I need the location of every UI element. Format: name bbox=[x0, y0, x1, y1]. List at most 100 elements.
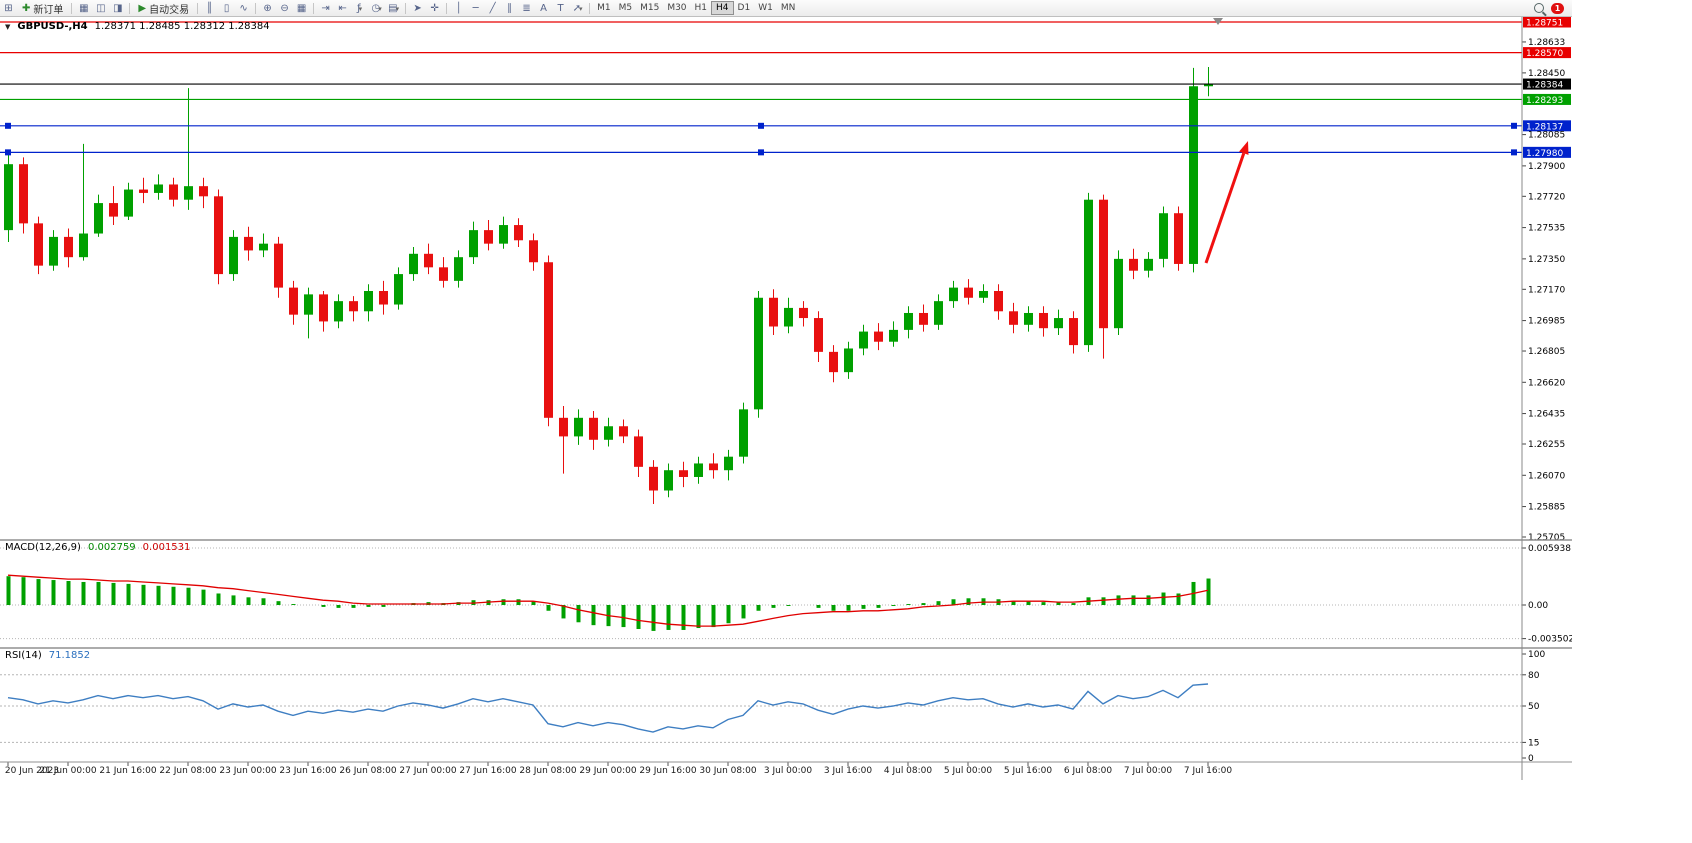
candlestick-chart-icon[interactable]: ▯ bbox=[223, 2, 230, 14]
channel-icon[interactable]: ∥ bbox=[507, 2, 513, 14]
price-box bbox=[1523, 120, 1571, 132]
timeframe-m1[interactable]: M1 bbox=[597, 3, 611, 13]
collapse-icon[interactable]: ▼ bbox=[5, 22, 11, 31]
line-selection-handle[interactable] bbox=[1511, 149, 1517, 156]
notification-badge[interactable]: 1 bbox=[1551, 2, 1564, 14]
timeframe-m5[interactable]: M5 bbox=[618, 3, 633, 13]
toolbar-separator bbox=[71, 2, 73, 14]
time-axis-label: 26 Jun 08:00 bbox=[339, 766, 396, 776]
buy-signal-arrow[interactable] bbox=[1204, 141, 1249, 264]
rsi-scale-label: 80 bbox=[1528, 671, 1540, 681]
toolbar-separator bbox=[129, 2, 131, 14]
timeframe-m30[interactable]: M30 bbox=[667, 3, 687, 13]
candle-body bbox=[274, 243, 283, 288]
line-selection-handle[interactable] bbox=[5, 122, 11, 129]
timeframe-h4[interactable]: H4 bbox=[711, 1, 734, 15]
price-tick-label: 1.26435 bbox=[1528, 410, 1565, 420]
rsi-scale-label: 15 bbox=[1528, 738, 1539, 748]
macd-panel-area[interactable] bbox=[0, 540, 1522, 648]
text-icon[interactable]: A bbox=[540, 2, 548, 14]
price-box bbox=[1523, 47, 1571, 59]
candle-body bbox=[79, 233, 88, 258]
candle-body bbox=[619, 426, 628, 437]
auto-scroll-icon[interactable]: ⇥ bbox=[321, 2, 330, 14]
toolbar-separator bbox=[197, 2, 199, 14]
price-tick-label: 1.27900 bbox=[1528, 162, 1565, 172]
main-toolbar: ⊞ ✚ 新订单 ▦ ◫ ◨ ▶ 自动交易 ║ ▯ ∿ ⊕ ⊖ ▦ ⇥ ⇤ ƒ▾ ◷▾ ▤▾ ➤ ✛ │ ─ ╱ ∥ ≣ A T ➚▾ M1… bbox=[0, 0, 1572, 17]
arrows-tool-icon[interactable]: ➚▾ bbox=[572, 2, 583, 14]
price-tick-label: 1.26985 bbox=[1528, 317, 1565, 327]
indicators-icon[interactable]: ƒ▾ bbox=[357, 2, 363, 14]
candle-body bbox=[319, 294, 328, 322]
time-axis-label: 29 Jun 00:00 bbox=[579, 766, 636, 776]
chart-shift-icon[interactable]: ⇤ bbox=[338, 2, 347, 14]
candle-body bbox=[1129, 258, 1138, 271]
timeframe-h1[interactable]: H1 bbox=[694, 3, 708, 13]
candle-body bbox=[499, 225, 508, 244]
autotrading-button[interactable]: ▶ 自动交易 bbox=[133, 1, 194, 16]
horizontal-line-icon[interactable]: ─ bbox=[472, 2, 479, 14]
new-order-button[interactable]: ✚ 新订单 bbox=[17, 1, 68, 16]
navigator-icon[interactable]: ◨ bbox=[113, 2, 123, 14]
candle-body bbox=[244, 236, 253, 251]
price-box-value: 1.28293 bbox=[1526, 96, 1563, 106]
candle-body bbox=[934, 301, 943, 325]
chart-plot-area[interactable] bbox=[0, 16, 1522, 540]
text-label-icon[interactable]: T bbox=[557, 2, 564, 14]
timeframe-m15[interactable]: M15 bbox=[640, 3, 660, 13]
periods-icon[interactable]: ◷▾ bbox=[371, 2, 382, 14]
candle-body bbox=[64, 236, 73, 258]
zoom-in-icon[interactable]: ⊕ bbox=[263, 2, 272, 14]
candle-body bbox=[769, 297, 778, 327]
rsi-scale-label: 50 bbox=[1528, 702, 1540, 712]
macd-scale-label: 0.00 bbox=[1528, 601, 1548, 611]
chart-canvas: 1.28751 1.28570 1.28384 1.28293 1.28137 1.279… bbox=[0, 16, 1572, 780]
timeframe-mn[interactable]: MN bbox=[780, 3, 796, 13]
fibonacci-icon[interactable]: ≣ bbox=[522, 2, 531, 14]
profiles-icon[interactable]: ▦ bbox=[79, 2, 89, 14]
vertical-line-icon[interactable]: │ bbox=[455, 2, 462, 14]
market-watch-icon[interactable]: ◫ bbox=[96, 2, 106, 14]
candle-body bbox=[154, 184, 163, 193]
time-axis-label: 4 Jul 08:00 bbox=[884, 766, 933, 776]
candle-body bbox=[1069, 318, 1078, 346]
toolbar-separator bbox=[313, 2, 315, 14]
price-tick-label: 1.26070 bbox=[1528, 471, 1565, 481]
timeframe-d1[interactable]: D1 bbox=[737, 3, 751, 13]
line-chart-icon[interactable]: ∿ bbox=[239, 2, 248, 14]
price-box-value: 1.27980 bbox=[1526, 149, 1563, 159]
crosshair-icon[interactable]: ✛ bbox=[430, 2, 439, 14]
search-icon[interactable] bbox=[1534, 3, 1544, 13]
new-chart-icon[interactable]: ⊞ bbox=[4, 2, 13, 14]
candle-body bbox=[1039, 312, 1048, 329]
trendline-icon[interactable]: ╱ bbox=[489, 2, 496, 14]
candle-body bbox=[559, 417, 568, 437]
rsi-scale-label: 0 bbox=[1528, 754, 1534, 764]
rsi-panel-area[interactable] bbox=[0, 648, 1522, 762]
candle-body bbox=[94, 203, 103, 234]
zoom-out-icon[interactable]: ⊖ bbox=[280, 2, 289, 14]
timeframe-w1[interactable]: W1 bbox=[758, 3, 773, 13]
line-selection-handle[interactable] bbox=[1511, 122, 1517, 129]
bar-chart-icon[interactable]: ║ bbox=[206, 2, 213, 14]
templates-icon[interactable]: ▤▾ bbox=[388, 2, 400, 14]
toolbar-separator bbox=[255, 2, 257, 14]
new-order-button-label: 新订单 bbox=[33, 4, 64, 16]
macd-panel: 0.005938 0.00 -0.003502 bbox=[0, 540, 1572, 648]
cursor-icon[interactable]: ➤ bbox=[413, 2, 422, 14]
line-selection-handle[interactable] bbox=[758, 149, 764, 156]
candle-body bbox=[649, 466, 658, 491]
candle-body bbox=[589, 417, 598, 440]
time-axis-label: 3 Jul 00:00 bbox=[764, 766, 813, 776]
price-tick-label: 1.27170 bbox=[1528, 285, 1565, 295]
time-axis-label: 6 Jul 08:00 bbox=[1064, 766, 1113, 776]
candles-layer bbox=[4, 66, 1213, 505]
time-axis-label: 22 Jun 08:00 bbox=[159, 766, 216, 776]
tile-windows-icon[interactable]: ▦ bbox=[296, 2, 307, 14]
line-selection-handle[interactable] bbox=[758, 122, 764, 129]
line-selection-handle[interactable] bbox=[5, 149, 11, 156]
candle-body bbox=[394, 274, 403, 305]
price-tick-label: 1.26255 bbox=[1528, 440, 1565, 450]
time-axis-label: 3 Jul 16:00 bbox=[824, 766, 873, 776]
